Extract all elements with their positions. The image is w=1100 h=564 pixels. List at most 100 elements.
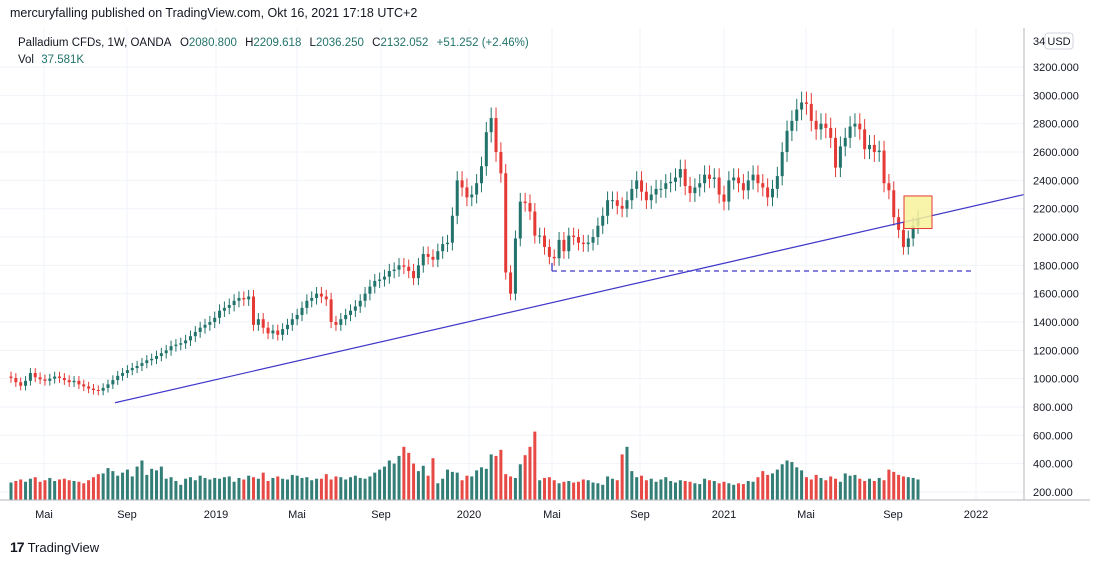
volume-bar xyxy=(722,481,726,500)
volume-series xyxy=(9,431,920,500)
volume-bar xyxy=(441,478,445,500)
candle-body xyxy=(155,356,159,359)
svg-text:Palladium CFDs, 1W, OANDA: Palladium CFDs, 1W, OANDA O2080.800 H220… xyxy=(18,37,529,49)
price-tick-label: 2800.000 xyxy=(1033,119,1079,131)
volume-bar xyxy=(741,484,745,500)
volume-bar xyxy=(601,484,605,500)
candle-body xyxy=(800,102,804,110)
volume-bar xyxy=(494,455,498,500)
candle-body xyxy=(460,180,464,188)
price-chart[interactable]: Palladium CFDs, 1W, OANDA O2080.800 H220… xyxy=(0,28,1100,538)
volume-bar xyxy=(649,478,653,500)
volume-bar xyxy=(198,475,202,500)
price-tick-label: 2200.000 xyxy=(1033,204,1079,216)
close-label: C xyxy=(372,37,380,49)
candle-body xyxy=(887,183,891,191)
candle-body xyxy=(159,353,163,357)
volume-bar xyxy=(804,477,808,500)
candle-body xyxy=(378,279,382,281)
volume-bar xyxy=(135,466,139,500)
volume-bar xyxy=(33,477,37,500)
time-tick-label: Mai xyxy=(35,509,53,521)
volume-bar xyxy=(688,481,692,500)
volume-bar xyxy=(654,481,658,500)
candle-body xyxy=(218,310,222,318)
volume-bar xyxy=(572,482,576,500)
candle-body xyxy=(761,183,765,188)
candle-body xyxy=(285,324,289,330)
candle-body xyxy=(169,346,173,351)
high-value: 2209.618 xyxy=(253,37,301,49)
candle-body xyxy=(586,242,590,245)
candle-body xyxy=(266,327,270,334)
volume-bar xyxy=(358,477,362,500)
candle-body xyxy=(106,384,110,388)
volume-bar xyxy=(523,455,527,500)
candle-body xyxy=(319,293,323,297)
candle-body xyxy=(523,201,527,204)
time-axis[interactable]: Mai Sep 2019 Mai Sep 2020 Mai Sep 2021 Mai Sep 2022 xyxy=(35,509,988,521)
volume-bar xyxy=(887,469,891,500)
low-label: L xyxy=(310,37,317,49)
volume-bar xyxy=(392,463,396,500)
candle-body xyxy=(547,246,551,257)
volume-bar xyxy=(237,477,241,500)
candle-body xyxy=(193,331,197,337)
highlight-box[interactable] xyxy=(903,195,933,230)
candle-body xyxy=(179,343,183,345)
volume-bar xyxy=(150,468,154,500)
candle-body xyxy=(795,109,799,121)
candle-body xyxy=(785,130,789,153)
volume-bar xyxy=(77,481,81,500)
candle-body xyxy=(368,286,372,294)
symbol-label: Palladium CFDs, 1W, OANDA xyxy=(18,37,172,49)
volume-bar xyxy=(43,480,47,500)
volume-bar xyxy=(232,481,236,500)
candle-body xyxy=(882,150,886,184)
volume-bar xyxy=(863,481,867,500)
candle-body xyxy=(135,365,139,369)
volume-bar xyxy=(543,477,547,500)
price-tick-label: 1800.000 xyxy=(1033,260,1079,272)
price-axis[interactable]: 200.000 400.000 600.000 800.000 1000.000 1200… xyxy=(1033,62,1079,499)
candle-body xyxy=(334,322,338,325)
candle-body xyxy=(213,317,217,323)
volume-bar xyxy=(421,465,425,500)
candle-body xyxy=(843,137,847,147)
high-label: H xyxy=(245,37,253,49)
volume-bar xyxy=(101,473,105,500)
volume-bar xyxy=(295,475,299,500)
volume-bar xyxy=(499,449,503,500)
candle-body xyxy=(358,300,362,307)
candle-body xyxy=(484,132,488,167)
brand-name: TradingView xyxy=(27,539,100,555)
candle-body xyxy=(872,144,876,153)
candle-body xyxy=(421,254,425,266)
volume-bar xyxy=(373,472,377,500)
volume-bar xyxy=(470,476,474,500)
volume-bar xyxy=(795,467,799,500)
candle-body xyxy=(140,363,144,366)
volume-bar xyxy=(281,478,285,500)
candle-body xyxy=(615,200,619,206)
volume-bar xyxy=(576,481,580,500)
volume-bar xyxy=(363,478,367,500)
candle-body xyxy=(407,266,411,272)
candle-body xyxy=(610,200,614,202)
volume-bar xyxy=(82,483,86,500)
candle-body xyxy=(416,265,420,279)
currency-badge[interactable]: USD xyxy=(1044,32,1074,50)
candle-body xyxy=(24,380,28,386)
candle-body xyxy=(640,180,644,192)
candle-body xyxy=(227,305,231,308)
volume-bar xyxy=(620,454,624,500)
candle-body xyxy=(77,380,81,385)
volume-bar xyxy=(247,475,251,500)
trendline[interactable] xyxy=(114,193,1025,404)
volume-bar xyxy=(67,480,71,500)
price-tick-label: 3000.000 xyxy=(1033,90,1079,102)
footer-brand[interactable]: 17 TradingView xyxy=(10,539,99,555)
volume-bar xyxy=(218,478,222,500)
candle-body xyxy=(606,200,610,216)
volume-bar xyxy=(877,477,881,500)
